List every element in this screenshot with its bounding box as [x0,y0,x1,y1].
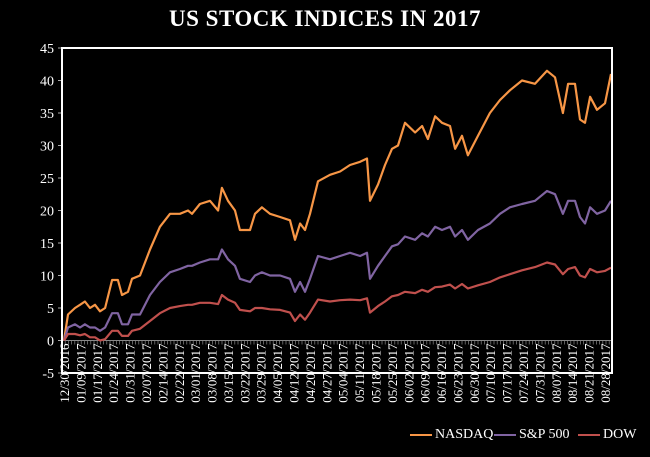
y-tick-label: 5 [47,302,54,317]
y-tick-label: -5 [42,367,54,382]
legend-swatch-dow [578,434,600,436]
y-tick-label: 20 [40,205,54,220]
y-tick-label: 25 [40,172,54,187]
legend-label-sp500: S&P 500 [519,427,570,442]
legend-swatch-sp500 [494,434,516,436]
y-tick-label: 45 [40,42,54,57]
legend-item-dow: DOW [578,427,636,443]
legend-item-nasdaq: NASDAQ [410,427,493,443]
series-line-dow [63,261,612,342]
series-line-nasdaq [62,69,613,341]
series-line-sp500 [62,189,612,341]
chart-title: US STOCK INDICES IN 2017 [169,6,481,31]
plot-border [61,47,613,374]
legend-swatch-nasdaq [410,434,432,436]
y-tick-label: 40 [40,75,54,90]
y-tick-label: 0 [47,335,54,350]
y-tick-label: 35 [40,107,54,122]
legend-label-nasdaq: NASDAQ [435,427,494,442]
legend-item-sp500: S&P 500 [494,427,569,443]
legend-label-dow: DOW [603,427,637,442]
y-tick-label: 10 [40,270,54,285]
y-tick-label: 15 [40,237,54,252]
y-tick-label: 30 [40,140,54,155]
